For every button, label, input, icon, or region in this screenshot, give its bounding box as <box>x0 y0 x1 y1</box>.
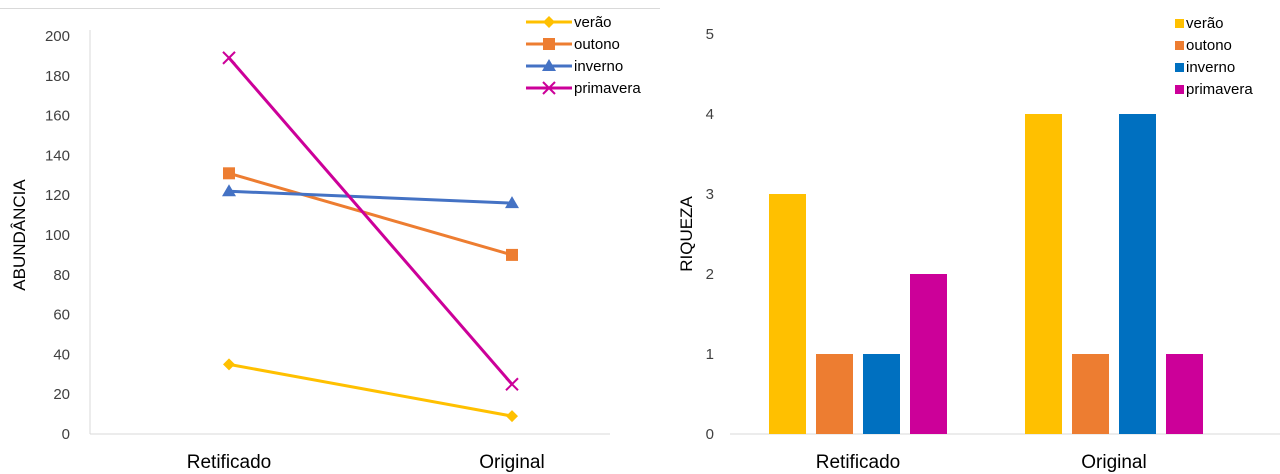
legend-swatch-primavera <box>1175 85 1184 94</box>
y-tick-label-100: 100 <box>45 227 70 244</box>
legend-label-verao: verão <box>1186 15 1224 32</box>
bar-inverno-original <box>1119 114 1156 434</box>
abundance-line-chart: 0 20 40 60 80 100 120 140 160 180 200 Retificado Ori… <box>10 14 641 473</box>
top-border-line <box>0 8 660 9</box>
legend-marker-primavera-stroke-b <box>542 81 556 95</box>
series-inverno <box>222 184 519 209</box>
y-tick-label-60: 60 <box>53 307 70 324</box>
y-tick-label-20: 20 <box>53 386 70 403</box>
series-line-outono <box>228 171 513 257</box>
legend: verão outono inverno primavera <box>526 14 641 97</box>
x-category-label-original: Original <box>479 452 544 473</box>
legend-label-primavera: primavera <box>574 80 641 97</box>
data-point-primavera-original-stroke-b <box>505 377 519 391</box>
legend-label-primavera: primavera <box>1186 81 1253 98</box>
x-category-label-retificado: Retificado <box>187 452 272 473</box>
legend: verão outono inverno primavera <box>1175 15 1253 98</box>
legend-item-inverno: inverno <box>526 58 623 75</box>
bar-verao-original <box>1025 114 1062 434</box>
legend-label-outono: outono <box>1186 37 1232 54</box>
y-tick-label-140: 140 <box>45 147 70 164</box>
series-line-inverno <box>228 189 513 205</box>
legend-item-outono: outono <box>526 36 620 53</box>
legend-label-verao: verão <box>574 14 612 31</box>
data-point-inverno-original <box>505 196 519 209</box>
series-line-verao <box>228 362 513 418</box>
series-line-primavera <box>227 56 514 386</box>
y-tick-label-80: 80 <box>53 267 70 284</box>
series-primavera <box>910 274 1203 434</box>
bar-inverno-retificado <box>863 354 900 434</box>
y-tick-label-4: 4 <box>706 106 714 123</box>
bar-primavera-original <box>1166 354 1203 434</box>
bar-verao-retificado <box>769 194 806 434</box>
y-tick-label-5: 5 <box>706 26 714 43</box>
y-tick-label-160: 160 <box>45 108 70 125</box>
data-point-primavera-retificado <box>222 51 236 65</box>
legend-label-outono: outono <box>574 36 620 53</box>
legend-swatch-outono <box>1175 41 1184 50</box>
y-tick-label-2: 2 <box>706 266 714 283</box>
y-tick-label-1: 1 <box>706 346 714 363</box>
legend-item-verao: verão <box>1175 15 1224 32</box>
legend-label-inverno: inverno <box>574 58 623 75</box>
y-tick-label-0: 0 <box>62 426 70 443</box>
legend-item-outono: outono <box>1175 37 1232 54</box>
bar-outono-retificado <box>816 354 853 434</box>
legend-item-verao: verão <box>526 14 612 31</box>
y-tick-label-3: 3 <box>706 186 714 203</box>
y-tick-label-200: 200 <box>45 28 70 45</box>
data-point-inverno-retificado <box>222 184 236 197</box>
y-axis-title: RIQUEZA <box>680 196 696 272</box>
bar-outono-original <box>1072 354 1109 434</box>
series-verao <box>223 358 518 423</box>
x-category-label-retificado: Retificado <box>816 452 901 473</box>
data-point-verao-retificado <box>223 358 235 371</box>
y-tick-label-40: 40 <box>53 346 70 363</box>
series-inverno <box>863 114 1156 434</box>
y-tick-label-0: 0 <box>706 426 714 443</box>
series-outono <box>223 167 518 261</box>
series-verao <box>769 114 1062 434</box>
y-tick-label-120: 120 <box>45 187 70 204</box>
legend-marker-primavera <box>542 81 556 95</box>
y-axis-title: ABUNDÂNCIA <box>10 179 29 291</box>
richness-bar-chart: 0 1 2 3 4 5 Retificado Original RIQUEZA verão outo… <box>680 15 1280 473</box>
x-category-label-original: Original <box>1081 452 1146 473</box>
legend-marker-verao <box>543 16 555 28</box>
series-outono <box>816 354 1109 434</box>
legend-swatch-verao <box>1175 19 1184 28</box>
bar-primavera-retificado <box>910 274 947 434</box>
legend-item-primavera: primavera <box>1175 81 1253 98</box>
legend-marker-outono <box>543 38 555 50</box>
series-primavera <box>222 51 519 391</box>
y-tick-label-180: 180 <box>45 68 70 85</box>
data-point-outono-retificado <box>223 167 235 180</box>
data-point-primavera-retificado-stroke-b <box>222 51 236 65</box>
legend-swatch-inverno <box>1175 63 1184 72</box>
data-point-outono-original <box>506 248 518 261</box>
legend-item-primavera: primavera <box>526 80 641 97</box>
data-point-verao-original <box>506 410 518 423</box>
legend-marker-inverno <box>542 59 556 71</box>
legend-label-inverno: inverno <box>1186 59 1235 76</box>
legend-item-inverno: inverno <box>1175 59 1235 76</box>
data-point-primavera-original <box>505 377 519 391</box>
